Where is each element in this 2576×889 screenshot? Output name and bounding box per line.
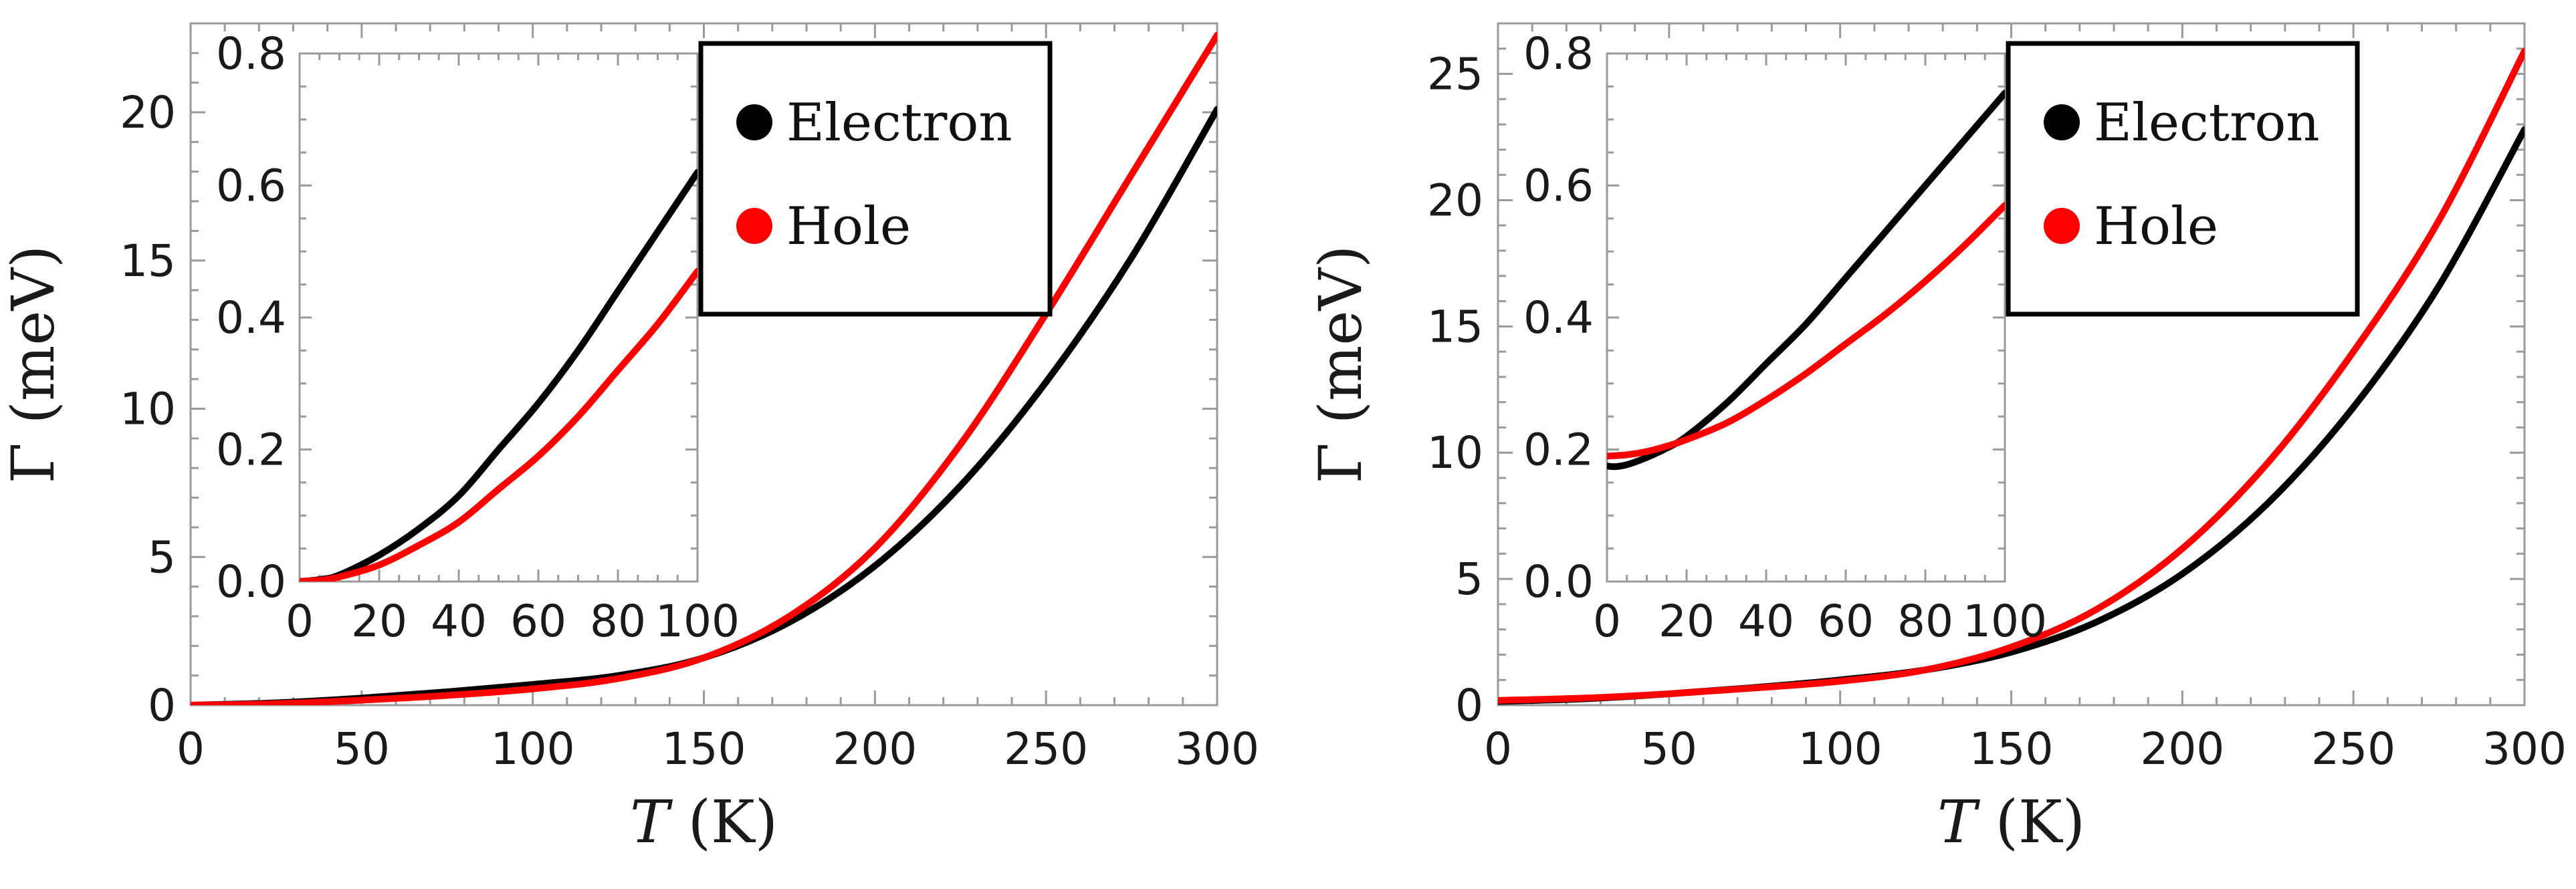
- panel-right-main-y-tick-label: 10: [1427, 427, 1483, 479]
- panel-right-inset-y-tick-label: 0.4: [1523, 292, 1594, 344]
- panel-left-legend-box: [698, 41, 1053, 317]
- panel-right-x-axis-title: T (K): [1937, 787, 2085, 856]
- panel-right-inset-x-tick-label: 40: [1738, 596, 1794, 647]
- panel-left-inset-y-tick-label: 0.0: [216, 556, 286, 608]
- panel-right-main-x-tick-label: 300: [2482, 723, 2567, 775]
- panel-left-main-series-hole-line: [191, 31, 1217, 705]
- panel-left-y-axis-title: Γ (meV): [0, 245, 68, 484]
- panel-right-main-x-tick-label: 50: [1641, 723, 1697, 775]
- panel-right-inset-x-tick-label: 0: [1593, 596, 1621, 647]
- panel-left-main-x-tick-label: 300: [1175, 723, 1259, 775]
- panel-left-x-axis-title-unit: (K): [669, 787, 778, 856]
- panel-left-inset-y-tick-label: 0.4: [216, 292, 286, 344]
- panel-right-inset-x-tick-label: 80: [1897, 596, 1953, 647]
- panel-right-inset-x-tick-label: 20: [1658, 596, 1715, 647]
- panel-right-main-x-tick-label: 150: [1969, 723, 2054, 775]
- panel-left-x-axis-title: T (K): [630, 787, 778, 856]
- panel-right-x-axis-title-unit: (K): [1977, 787, 2085, 856]
- panel-right-main-x-tick-label: 250: [2311, 723, 2395, 775]
- panel-left-inset-y-tick-label: 0.8: [216, 28, 286, 80]
- panel-left-main-y-tick-label: 10: [120, 384, 176, 435]
- panel-right-inset-y-tick-label: 0.6: [1523, 160, 1594, 212]
- panel-left-inset-series-hole-line: [300, 267, 697, 582]
- panel-left-x-axis-title-var: T: [630, 787, 673, 856]
- panel-left-inset-x-tick-label: 0: [286, 596, 314, 647]
- panel-left-inset-frame: [298, 52, 699, 583]
- panel-left-main-x-tick-label: 200: [833, 723, 917, 775]
- panel-left-legend-hole-marker: [736, 208, 772, 244]
- panel-left-inset-x-tick-label: 60: [510, 596, 566, 647]
- panel-right-main-y-tick-label: 15: [1427, 301, 1483, 352]
- panel-right-inset-y-tick-label: 0.0: [1523, 556, 1594, 608]
- panel-right-main-y-tick-label: 20: [1427, 174, 1483, 226]
- panel-right-legend-box: [2006, 41, 2360, 317]
- panel-right-main-y-tick-label: 25: [1427, 49, 1483, 100]
- panel-left-main-x-tick-label: 100: [491, 723, 575, 775]
- panel-right-inset-frame: [1606, 52, 2006, 583]
- panel-right-inset-x-tick-label: 100: [1963, 596, 2047, 647]
- panel-left-main-x-tick-label: 0: [177, 723, 205, 775]
- panel-right-main-x-tick-label: 200: [2140, 723, 2224, 775]
- panel-left-main-y-tick-label: 5: [148, 531, 176, 583]
- panel-right-inset-y-tick-label: 0.8: [1523, 28, 1594, 80]
- panel-left-inset-x-tick-label: 80: [590, 596, 646, 647]
- panel-right-legend-hole-label: Hole: [2094, 197, 2218, 257]
- panel-right-main-y-tick-label: 0: [1455, 680, 1483, 731]
- panel-right-inset-series-hole-line: [1607, 202, 2005, 460]
- panel-right-x-axis-title-var: T: [1937, 787, 1981, 856]
- panel-left-main-x-tick-label: 150: [662, 723, 746, 775]
- panel-right-main-y-tick-label: 5: [1455, 553, 1483, 605]
- panel-right-legend-electron-label: Electron: [2094, 93, 2320, 153]
- panel-right-legend-hole-marker: [2044, 208, 2080, 244]
- panel-right-legend-electron-marker: [2044, 104, 2080, 140]
- panel-left-main-x-tick-label: 250: [1004, 723, 1088, 775]
- panel-right-main-x-tick-label: 0: [1484, 723, 1512, 775]
- panel-right-main-series-hole-line: [1498, 47, 2525, 704]
- panel-right-y-axis-title: Γ (meV): [1306, 245, 1375, 484]
- panel-right-inset-y-tick-label: 0.2: [1523, 424, 1594, 476]
- panel-left-inset-x-tick-label: 40: [431, 596, 487, 647]
- panel-left-inset-x-tick-label: 20: [351, 596, 407, 647]
- panel-left-main-y-tick-label: 0: [148, 680, 176, 731]
- panel-left-legend-electron-label: Electron: [786, 93, 1012, 153]
- panel-left-main-y-tick-label: 20: [120, 87, 176, 138]
- panel-left-inset-x-tick-label: 100: [655, 596, 740, 647]
- panel-left-main-y-tick-label: 15: [120, 235, 176, 287]
- panel-right-inset-x-tick-label: 60: [1818, 596, 1874, 647]
- panel-left-inset-y-tick-label: 0.2: [216, 424, 286, 476]
- panel-left-main-x-tick-label: 50: [334, 723, 390, 775]
- panel-left-legend-electron-marker: [736, 104, 772, 140]
- panel-left-inset-y-tick-label: 0.6: [216, 160, 286, 212]
- panel-right-inset-series-electron-line: [1607, 90, 2005, 471]
- panel-left-legend-hole-label: Hole: [786, 197, 911, 257]
- panel-right-main-x-tick-label: 100: [1798, 723, 1883, 775]
